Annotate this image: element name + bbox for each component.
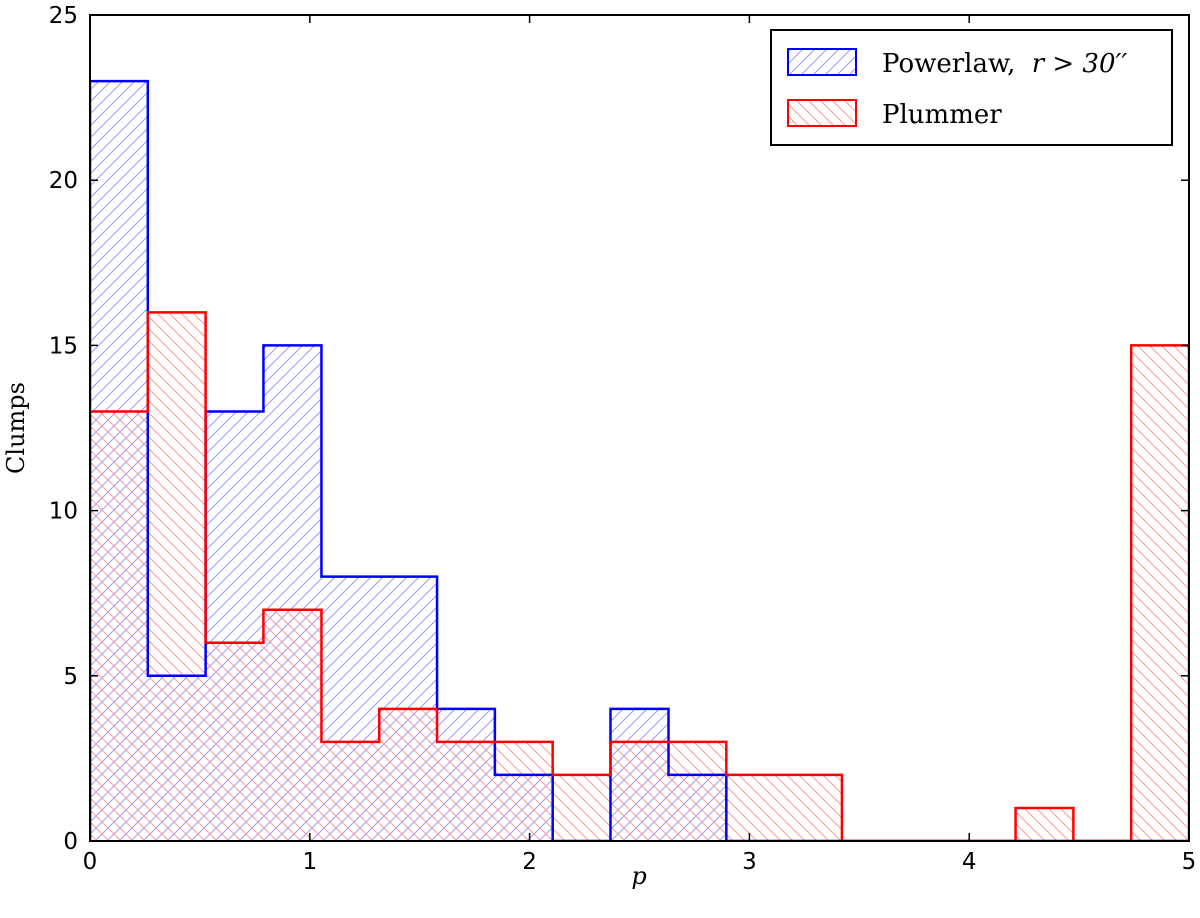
y-tick-label: 20	[49, 168, 78, 194]
x-tick-label: 1	[302, 849, 317, 875]
bar-plummer-bin-9	[610, 741, 669, 841]
bar-plummer-bin-6	[437, 741, 495, 841]
series-fills	[90, 81, 1189, 841]
y-tick-label: 10	[49, 499, 78, 525]
x-tick-label: 5	[1182, 849, 1197, 875]
bar-plummer-bin-4	[321, 741, 380, 841]
bar-plummer-bin-16	[1015, 807, 1074, 841]
axis-ticks: 0 1 2 3 4 5 0 5 10 15 20 25	[49, 3, 1197, 875]
x-tick-label: 3	[742, 849, 757, 875]
bar-plummer-bin-3	[263, 609, 322, 841]
bar-plummer-bin-18	[1131, 345, 1189, 841]
legend-label-powerlaw: Powerlaw, r > 30′′	[882, 49, 1127, 79]
legend-swatch-plummer	[787, 99, 857, 127]
series-outlines	[90, 79, 1189, 841]
plot-frame	[89, 14, 1190, 842]
x-tick-label: 4	[962, 849, 977, 875]
bar-plummer-bin-1	[147, 312, 206, 841]
bar-plummer-bin-2	[205, 642, 264, 841]
y-tick-label: 25	[49, 3, 78, 29]
y-tick-label: 0	[63, 829, 78, 855]
bar-plummer-bin-12	[784, 774, 842, 841]
bar-plummer-bin-0	[90, 411, 148, 841]
bar-plummer-bin-5	[379, 708, 438, 841]
bar-plummer-bin-7	[494, 741, 553, 841]
y-tick-label: 5	[63, 664, 78, 690]
bar-plummer-bin-8	[552, 774, 611, 841]
x-axis-label: p	[631, 862, 646, 890]
y-tick-label: 15	[49, 333, 78, 359]
legend-label-plummer: Plummer	[882, 100, 1002, 130]
x-tick-label: 0	[83, 849, 98, 875]
bar-plummer-bin-10	[668, 741, 727, 841]
x-tick-label: 2	[522, 849, 537, 875]
bar-plummer-bin-11	[726, 774, 785, 841]
legend-swatch-powerlaw	[787, 48, 857, 76]
outline-plummer	[90, 311, 1189, 841]
legend: Powerlaw, r > 30′′ Plummer	[770, 29, 1173, 146]
y-axis-label: Clumps	[2, 382, 30, 474]
